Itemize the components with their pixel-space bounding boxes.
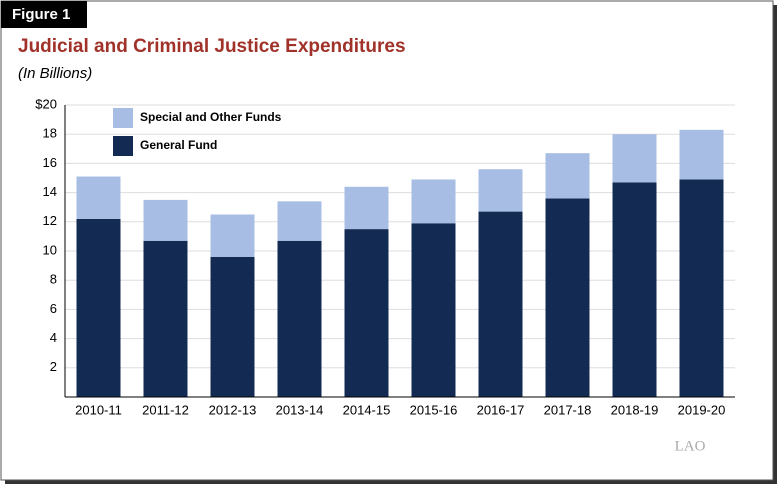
bar-segment bbox=[478, 169, 523, 212]
bar-segment bbox=[210, 214, 255, 257]
legend-label: Special and Other Funds bbox=[140, 110, 282, 124]
x-tick-label: 2019-20 bbox=[678, 402, 726, 417]
bar-segment bbox=[277, 240, 322, 397]
bar-segment bbox=[478, 211, 523, 397]
y-tick-label: 8 bbox=[50, 272, 57, 287]
x-tick-label: 2014-15 bbox=[343, 402, 391, 417]
y-tick-label: 14 bbox=[43, 184, 57, 199]
y-tick-label: 2 bbox=[50, 359, 57, 374]
y-tick-label: 4 bbox=[50, 330, 57, 345]
bar-segment bbox=[545, 198, 590, 397]
legend-swatch bbox=[113, 108, 133, 128]
x-tick-label: 2017-18 bbox=[544, 402, 592, 417]
x-tick-label: 2015-16 bbox=[410, 402, 458, 417]
y-tick-label: $20 bbox=[35, 96, 57, 111]
bar-segment bbox=[210, 256, 255, 397]
x-tick-label: 2010-11 bbox=[75, 402, 122, 417]
bar-segment bbox=[612, 134, 657, 183]
y-tick-label: 10 bbox=[43, 242, 57, 257]
legend-label: General Fund bbox=[140, 138, 217, 152]
bar-segment bbox=[76, 176, 121, 219]
bar-segment bbox=[143, 199, 188, 241]
y-tick-label: 12 bbox=[43, 213, 57, 228]
chart-subtitle: (In Billions) bbox=[18, 65, 92, 82]
chart-title: Judicial and Criminal Justice Expenditur… bbox=[18, 36, 406, 57]
bar-segment bbox=[277, 201, 322, 241]
bar-segment bbox=[545, 153, 590, 199]
bar-segment bbox=[679, 129, 724, 180]
bar-segment bbox=[411, 223, 456, 397]
bar-segment bbox=[612, 182, 657, 397]
legend-swatch bbox=[113, 136, 133, 156]
x-tick-label: 2013-14 bbox=[276, 402, 324, 417]
x-tick-label: 2016-17 bbox=[477, 402, 525, 417]
figure-label: Figure 1 bbox=[12, 6, 70, 23]
figure-label-box bbox=[1, 1, 87, 28]
x-tick-label: 2018-19 bbox=[611, 402, 659, 417]
logo: LAO bbox=[675, 438, 706, 454]
bar-segment bbox=[143, 240, 188, 397]
y-tick-label: 18 bbox=[43, 126, 57, 141]
x-tick-label: 2012-13 bbox=[209, 402, 257, 417]
x-tick-label: 2011-12 bbox=[142, 402, 189, 417]
bar-segment bbox=[679, 179, 724, 397]
bar-segment bbox=[411, 179, 456, 224]
bar-segment bbox=[344, 229, 389, 397]
bar-segment bbox=[344, 186, 389, 230]
bar-segment bbox=[76, 218, 121, 397]
y-tick-label: 6 bbox=[50, 301, 57, 316]
y-tick-label: 16 bbox=[43, 155, 57, 170]
